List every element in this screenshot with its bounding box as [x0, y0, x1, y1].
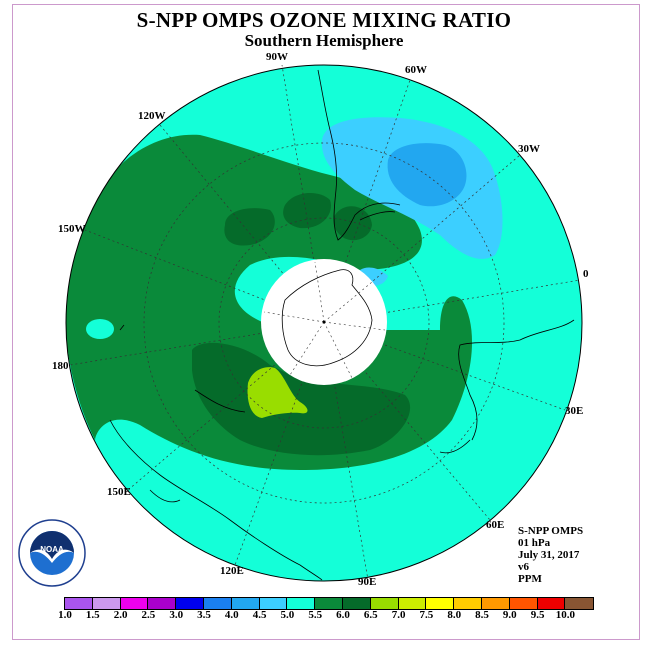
label-30e: 30E: [565, 405, 584, 417]
colorbar-tick-label: 6.0: [336, 609, 350, 621]
label-120e: 120E: [220, 565, 244, 577]
colorbar-segment: [203, 598, 232, 609]
colorbar-segment: [342, 598, 371, 609]
meridian-90e: [323, 322, 369, 581]
colorbar-tick-label: 4.0: [224, 609, 239, 621]
colorbar-segment: [287, 598, 316, 609]
colorbar-tick-label: 5.0: [280, 609, 295, 621]
colorbar-tick-label: 1.5: [85, 609, 100, 621]
logo-sky: [30, 531, 74, 559]
colorbar-tick-label: 6.5: [363, 609, 378, 621]
colorbar-segment: [65, 598, 93, 609]
info-date: July 31, 2017: [518, 549, 580, 561]
coastlines: [109, 69, 575, 581]
noaa-logo: NOAA: [18, 519, 86, 587]
logo-text: NOAA: [40, 545, 64, 554]
coast-island: [119, 324, 125, 331]
colorbar-tick-label: 8.5: [475, 609, 489, 621]
field-6-0-d: [192, 342, 411, 456]
colorbar-segment: [176, 598, 204, 609]
field-5-0-top: [170, 67, 350, 125]
label-60w: 60W: [405, 64, 427, 76]
colorbar-tick-label: 1.0: [58, 609, 72, 621]
map-subtitle: Southern Hemisphere: [244, 31, 404, 50]
map-title: S-NPP OMPS OZONE MIXING RATIO: [136, 8, 512, 32]
meridian-0: [323, 279, 581, 324]
field-5-0-patch: [86, 319, 114, 339]
label-30w: 30W: [518, 143, 540, 155]
colorbar-tick-label: 4.5: [252, 609, 267, 621]
antarctica-outline: [281, 269, 373, 367]
colorbar-segment: [370, 598, 399, 609]
label-90w: 90W: [266, 51, 288, 63]
colorbar-tick-label: 8.0: [447, 609, 462, 621]
graticule: [69, 64, 581, 581]
colorbar-tick-label: 10.0: [555, 609, 576, 621]
meridian-30w: [323, 154, 521, 324]
colorbar-tick-label: 7.0: [391, 609, 406, 621]
colorbar-tick-label: 3.5: [197, 609, 211, 621]
colorbar-segment: [454, 598, 482, 609]
colorbar-ticks: 1.0 1.5 2.0 2.5 3.0 3.5 4.0 4.5 5.0 5.5 6.0 6.5 7.0 7…: [0, 609, 648, 623]
colorbar-tick-label: 5.5: [308, 609, 323, 621]
colorbar-segment: [259, 598, 288, 609]
colorbar-tick-label: 9.0: [502, 609, 517, 621]
ozone-field: [66, 65, 582, 581]
spoke-4: [323, 321, 353, 379]
colorbar-segment: [92, 598, 121, 609]
colorbar: [64, 597, 595, 610]
info-units: PPM: [518, 573, 542, 585]
label-150w: 150W: [58, 223, 86, 235]
info-instrument: S-NPP OMPS: [518, 525, 584, 537]
info-level: 01 hPa: [518, 537, 551, 549]
colorbar-segment: [426, 598, 455, 609]
colorbar-segment: [120, 598, 149, 609]
map-border: [65, 64, 583, 582]
coast-australia: [109, 419, 323, 581]
spoke-5: [289, 321, 325, 376]
colorbar-segment: [398, 598, 427, 609]
info-version: v6: [518, 561, 529, 573]
colorbar-segment: [315, 598, 343, 609]
field-3-5: [387, 143, 467, 207]
spoke-2: [323, 281, 373, 323]
colorbar-tick-label: 9.5: [530, 609, 545, 621]
colorbar-tick-label: 3.0: [169, 609, 184, 621]
colorbar-segment: [148, 598, 177, 609]
label-60e: 60E: [486, 519, 505, 531]
label-150e: 150E: [107, 486, 131, 498]
spoke-3: [323, 321, 386, 331]
meridian-90w: [281, 64, 325, 324]
polar-spokes: [263, 261, 386, 379]
coast-nz: [149, 489, 181, 503]
coast-patagonia: [359, 211, 396, 221]
latitude-circle-2: [143, 142, 505, 504]
label-120w: 120W: [138, 110, 166, 122]
field-6-5: [247, 367, 308, 418]
spoke-6: [263, 311, 325, 323]
colorbar-segment: [509, 598, 538, 609]
coast-africa: [458, 319, 575, 441]
colorbar-segment: [481, 598, 510, 609]
colorbar-tick-label: 2.0: [113, 609, 128, 621]
colorbar-segment: [565, 598, 594, 609]
coast-south-australia: [194, 389, 246, 413]
colorbar-segment: [537, 598, 566, 609]
info-block: S-NPP OMPS 01 hPa July 31, 2017 v6 PPM: [518, 525, 583, 585]
spoke-1: [314, 261, 325, 323]
coast-south-america: [317, 69, 401, 241]
label-0: 0: [583, 268, 589, 280]
coast-madagascar: [439, 439, 471, 454]
colorbar-tick-label: 7.5: [419, 609, 434, 621]
colorbar-segment: [231, 598, 260, 609]
south-pole: [322, 320, 326, 324]
field-6-0-c: [333, 206, 372, 241]
figure-frame: [12, 4, 640, 640]
latitude-circle-1: [218, 217, 430, 429]
label-90e: 90E: [358, 576, 377, 588]
colorbar-tick-label: 2.5: [141, 609, 156, 621]
label-180: 180: [52, 360, 69, 372]
field-6-0-b: [283, 193, 331, 229]
